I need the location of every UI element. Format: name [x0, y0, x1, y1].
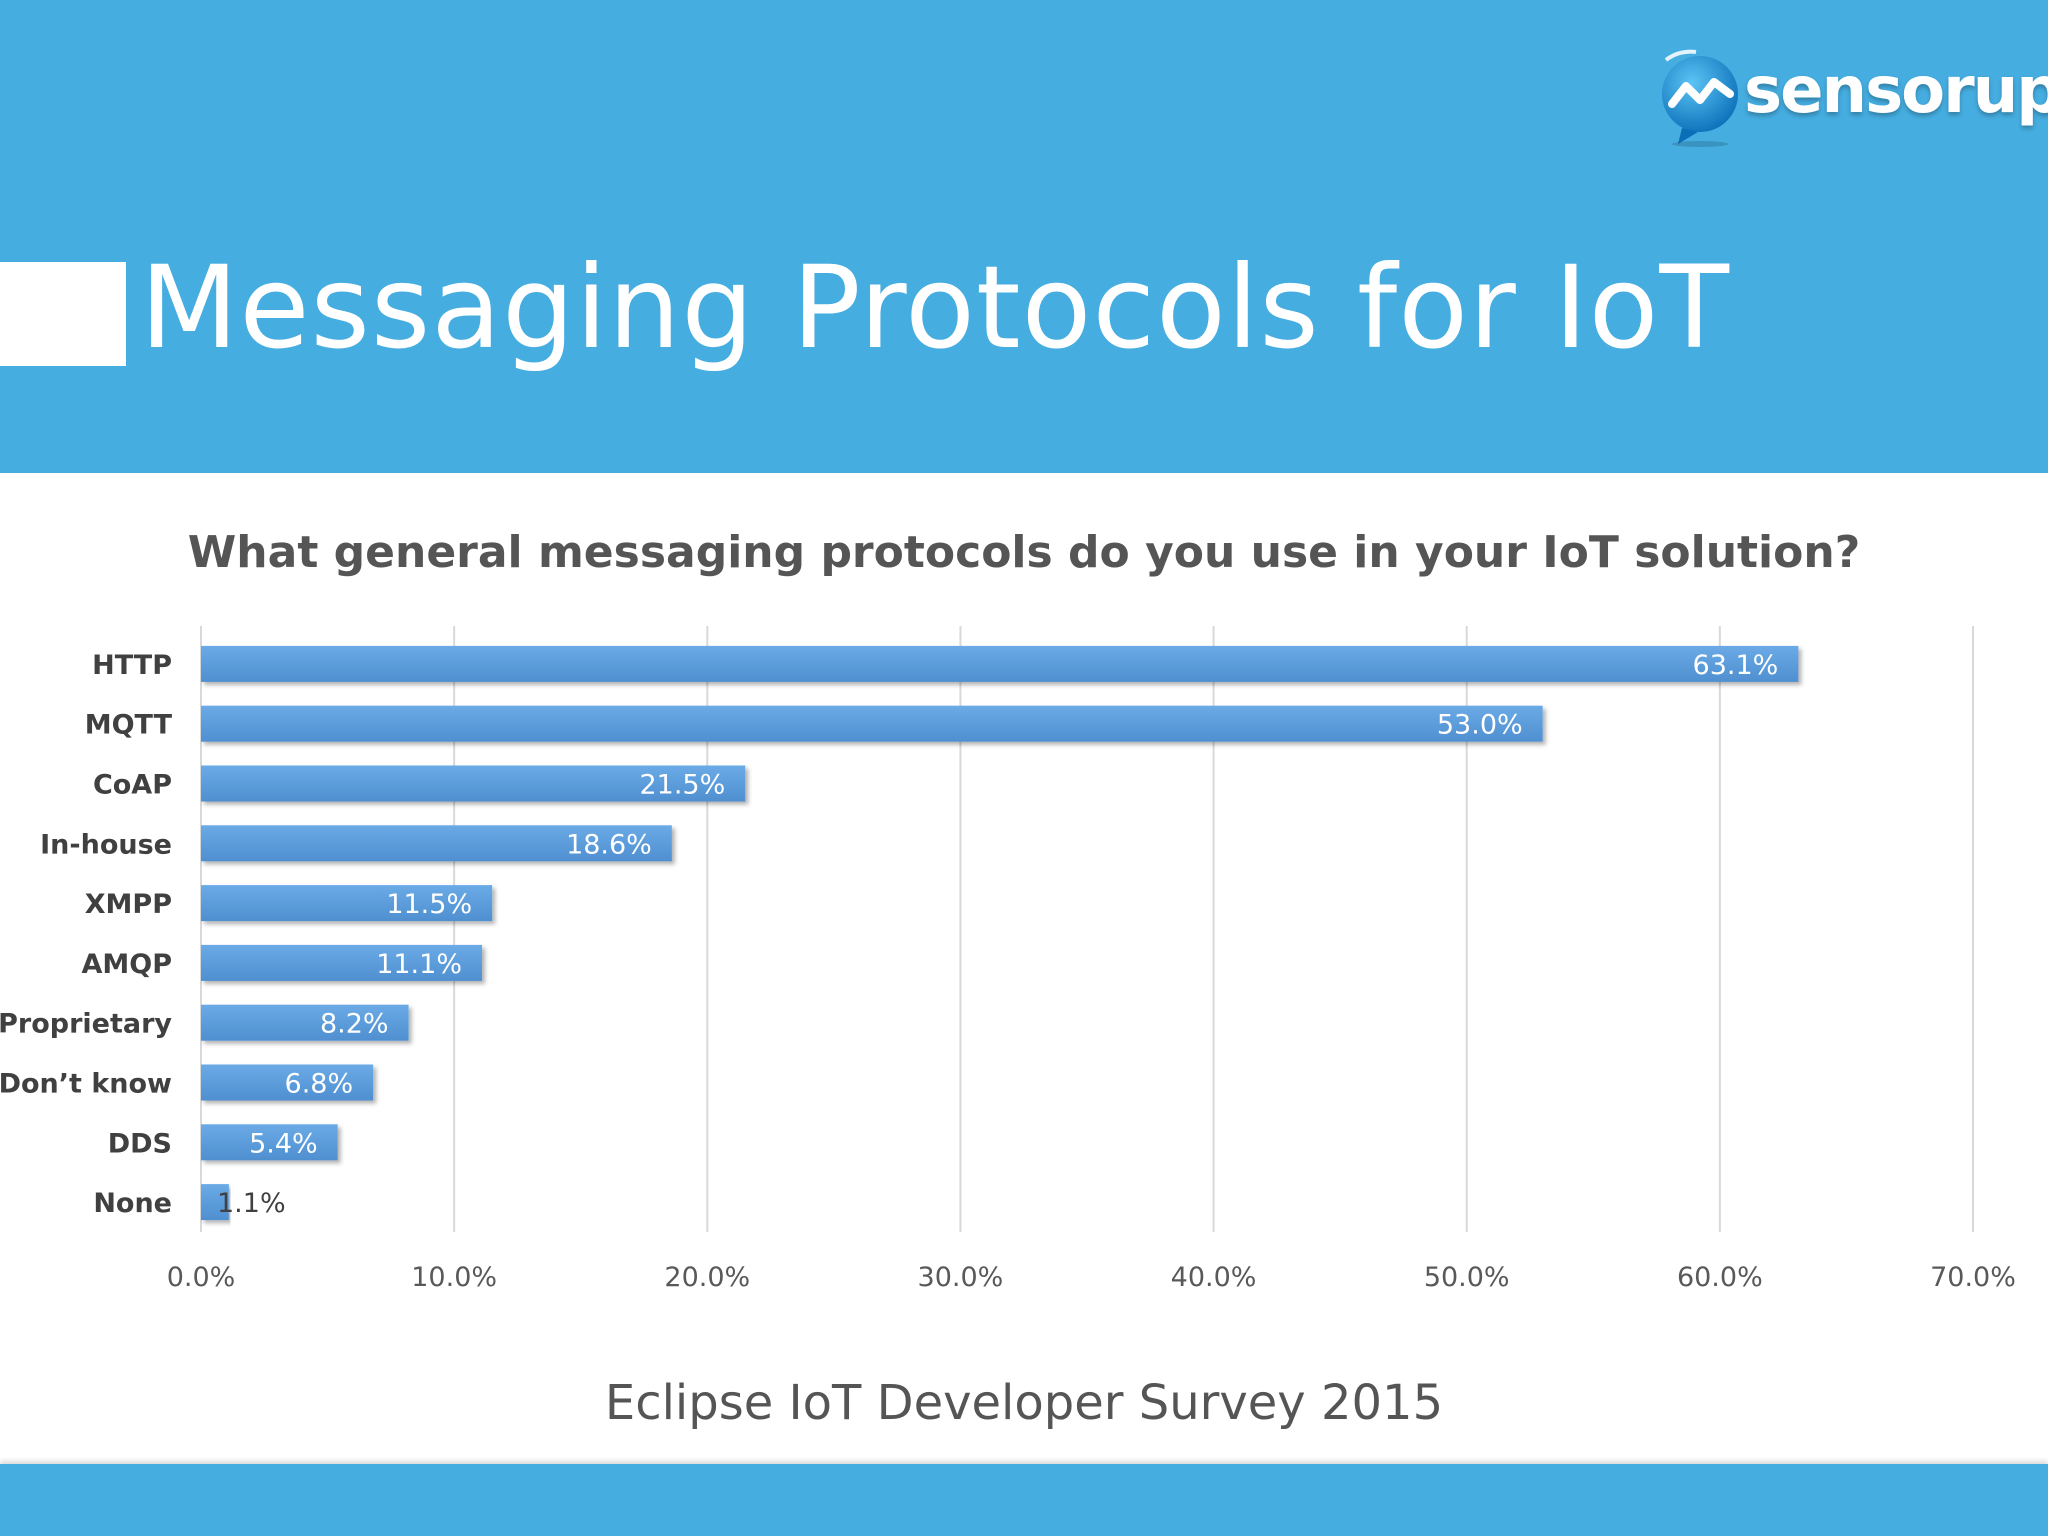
x-tick-label: 0.0% [167, 1262, 236, 1293]
bar [201, 1004, 409, 1041]
bar [201, 1124, 338, 1161]
category-label: Proprietary [0, 1009, 172, 1040]
data-label: 11.1% [376, 949, 462, 980]
x-tick-label: 50.0% [1424, 1262, 1510, 1293]
category-label: DDS [108, 1128, 172, 1159]
data-label: 21.5% [639, 770, 725, 801]
x-tick-label: 60.0% [1677, 1262, 1763, 1293]
x-tick-labels: 0.0% 10.0% 20.0% 30.0% 40.0% 50.0% 60.0% 70.0% [167, 1262, 2016, 1293]
bar-chart: 63.1% 53.0% 21.5% 18.6% 11.5% 11.1% 8.2% 6.8% 5.… [0, 626, 2016, 1293]
category-label: HTTP [92, 650, 172, 681]
data-label: 63.1% [1693, 650, 1779, 681]
footer-source: Eclipse IoT Developer Survey 2015 [604, 1375, 1444, 1431]
category-label: Don’t know [0, 1069, 172, 1100]
data-label: 8.2% [320, 1009, 389, 1040]
data-label: 6.8% [285, 1069, 354, 1100]
data-label: 1.1% [217, 1188, 286, 1219]
bar [201, 765, 746, 802]
logo-text: sensorup [1744, 54, 2048, 128]
category-labels: HTTP MQTT CoAP In-house XMPP AMQP Proprietary D… [0, 650, 173, 1219]
bar [201, 825, 672, 862]
category-label: MQTT [85, 710, 173, 741]
data-label: 53.0% [1437, 710, 1523, 741]
data-labels: 63.1% 53.0% 21.5% 18.6% 11.5% 11.1% 8.2% 6.8% 5.… [217, 650, 1778, 1219]
chart-title: What general messaging protocols do you … [187, 527, 1861, 578]
data-label: 5.4% [249, 1128, 318, 1159]
x-tick-label: 30.0% [918, 1262, 1004, 1293]
x-tick-label: 20.0% [664, 1262, 750, 1293]
bar [201, 944, 482, 981]
x-tick-label: 10.0% [411, 1262, 497, 1293]
category-label: None [93, 1188, 172, 1219]
footer-bar [0, 1464, 2048, 1536]
bar [201, 885, 493, 922]
category-label: CoAP [93, 770, 172, 801]
category-label: In-house [40, 829, 172, 860]
category-label: XMPP [85, 889, 172, 920]
bar [201, 645, 1799, 682]
logo-mark-icon [1662, 49, 1738, 147]
bar [201, 705, 1543, 742]
data-label: 11.5% [386, 889, 472, 920]
category-label: AMQP [81, 949, 172, 980]
bar [201, 1184, 229, 1221]
bars [201, 645, 1799, 1221]
x-tick-label: 70.0% [1930, 1262, 2016, 1293]
sensorup-logo: sensorup [1656, 48, 2048, 148]
x-tick-label: 40.0% [1171, 1262, 1257, 1293]
bar [201, 1064, 374, 1101]
title-accent-block [0, 262, 126, 366]
data-label: 18.6% [566, 829, 652, 860]
slide-title: Messaging Protocols for IoT [140, 241, 1731, 374]
